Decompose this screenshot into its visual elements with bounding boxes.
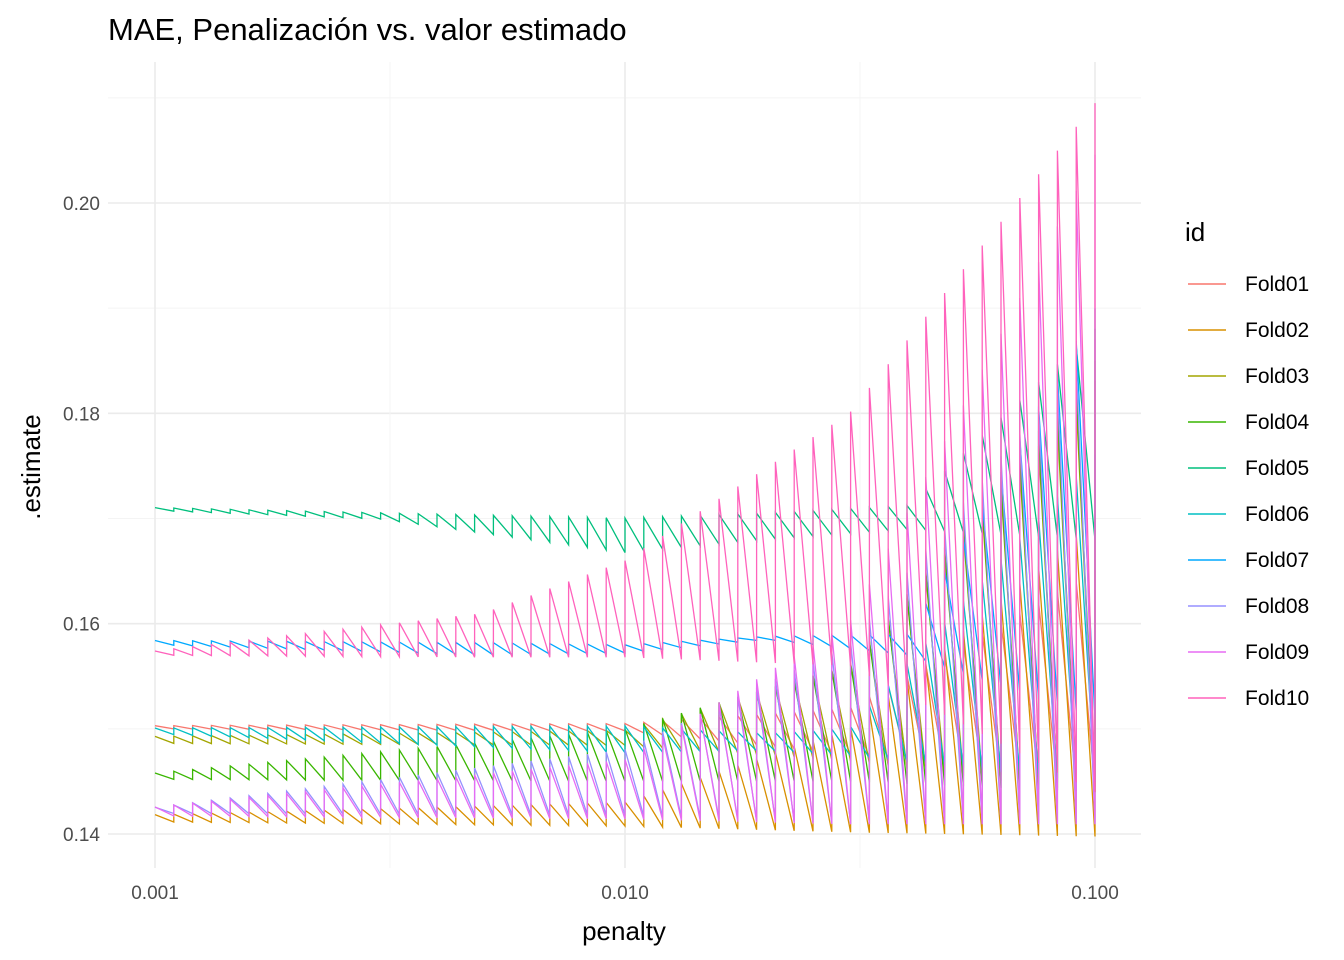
legend-label: Fold05 — [1245, 457, 1309, 480]
legend-label: Fold06 — [1245, 503, 1309, 526]
legend-label: Fold09 — [1245, 641, 1309, 664]
y-axis-title: .estimate — [16, 414, 46, 520]
legend-label: Fold01 — [1245, 273, 1309, 296]
x-tick-label: 0.001 — [131, 883, 179, 904]
legend-label: Fold07 — [1245, 549, 1309, 572]
x-tick-label: 0.100 — [1071, 883, 1119, 904]
series-lines — [154, 103, 1096, 837]
legend: id Fold01 Fold02 Fold03 Fold04 Fold05 Fold06 F… — [1185, 217, 1310, 710]
y-tick-label: 0.20 — [63, 194, 100, 215]
legend-label: Fold02 — [1245, 319, 1309, 342]
x-tick-label: 0.010 — [601, 883, 649, 904]
chart-title: MAE, Penalización vs. valor estimado — [108, 12, 627, 47]
x-axis-ticks: 0.001 0.010 0.100 — [131, 883, 1119, 904]
y-axis-ticks: 0.14 0.16 0.18 0.20 — [63, 194, 100, 846]
legend-label: Fold03 — [1245, 365, 1309, 388]
y-tick-label: 0.18 — [63, 404, 100, 425]
legend-title: id — [1185, 217, 1205, 247]
y-tick-label: 0.16 — [63, 615, 100, 636]
legend-label: Fold08 — [1245, 595, 1309, 618]
y-tick-label: 0.14 — [63, 825, 100, 846]
series-line-fold10 — [154, 103, 1096, 792]
legend-label: Fold10 — [1245, 687, 1309, 710]
legend-label: Fold04 — [1245, 411, 1310, 434]
x-axis-title: penalty — [582, 916, 666, 946]
